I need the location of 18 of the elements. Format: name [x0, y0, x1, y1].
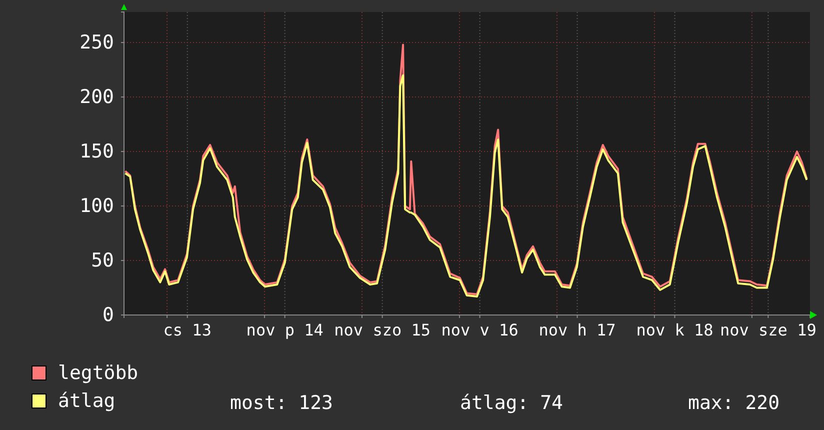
y-tick-label: 100	[80, 195, 114, 218]
legend-label: legtöbb	[58, 362, 138, 384]
text: most: 123	[230, 392, 333, 414]
y-tick-label: 250	[80, 32, 114, 54]
legend-label: átlag	[58, 390, 116, 412]
text: átlag: 74	[460, 392, 563, 414]
text: max: 220	[688, 392, 780, 414]
y-tick-label: 150	[80, 140, 114, 163]
x-tick-label: cs 13	[163, 320, 212, 340]
x-tick-label: nov szo 15	[334, 320, 430, 340]
x-tick-label: nov sze 19	[720, 320, 816, 340]
y-tick-label: 200	[80, 86, 114, 108]
y-tick-label: 0	[102, 304, 114, 326]
y-tick-label: 50	[91, 250, 114, 272]
x-tick-label: nov k 18	[636, 320, 714, 340]
x-tick-label: nov h 17	[538, 320, 616, 340]
x-tick-label: nov v 16	[441, 320, 518, 340]
x-tick-label: nov p 14	[246, 320, 324, 340]
